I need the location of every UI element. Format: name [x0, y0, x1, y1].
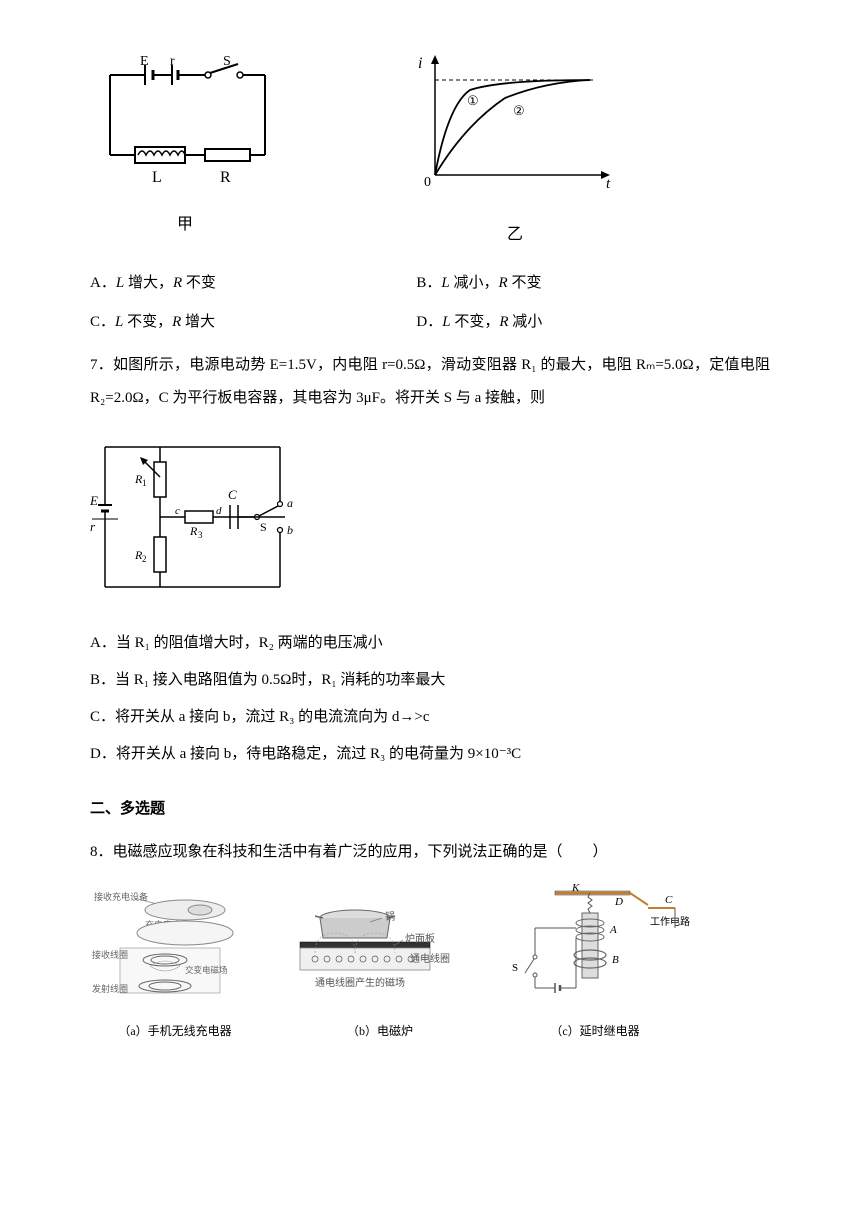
- svg-text:E: E: [90, 493, 98, 508]
- q8-caption-a: （a）手机无线充电器: [90, 1018, 260, 1044]
- circuit-lr-caption: 甲: [90, 207, 280, 242]
- svg-text:发射线圈: 发射线圈: [92, 983, 128, 994]
- svg-text:E: E: [140, 54, 149, 69]
- graph-it-figure: i t 0 ① ② 乙: [410, 50, 620, 252]
- svg-text:b: b: [287, 523, 293, 537]
- q7-option-d: D．将开关从 a 接向 b，待电路稳定，流过 R₃ 的电荷量为 9×10⁻³C: [90, 738, 770, 771]
- svg-text:d: d: [216, 505, 222, 517]
- q6-options-row1: A．L 增大，R 不变 B．L 减小，R 不变: [90, 267, 770, 300]
- svg-text:A: A: [609, 924, 617, 936]
- q8-item-a: 接收充电设备 充电底座 接收线圈 交变电磁场 发射线圈 （a）手机无线充电器: [90, 888, 260, 1044]
- svg-text:0: 0: [424, 175, 431, 190]
- svg-text:交变电磁场: 交变电磁场: [185, 965, 228, 975]
- svg-text:锅: 锅: [385, 911, 395, 923]
- graph-it-caption: 乙: [410, 217, 620, 252]
- svg-text:C: C: [228, 487, 237, 502]
- graph-it-svg: i t 0 ① ②: [410, 50, 620, 200]
- q7-option-b: B．当 R₁ 接入电路阻值为 0.5Ω时，R₁ 消耗的功率最大: [90, 664, 770, 697]
- svg-text:K: K: [571, 883, 580, 894]
- svg-text:B: B: [612, 954, 619, 966]
- svg-text:3: 3: [198, 530, 203, 540]
- svg-text:r: r: [90, 519, 96, 534]
- q8-caption-c: （c）延时继电器: [500, 1018, 690, 1044]
- svg-text:工作电路: 工作电路: [650, 915, 690, 928]
- svg-text:S: S: [223, 54, 231, 69]
- svg-text:②: ②: [513, 103, 525, 118]
- q7-circuit-svg: R1 c R3 d C a b S R2: [90, 427, 300, 602]
- q8-text: 8．电磁感应现象在科技和生活中有着广泛的应用，下列说法正确的是（ ）: [90, 836, 770, 869]
- svg-text:S: S: [260, 520, 267, 534]
- q8-item-c: K D C 工作电路 A B: [500, 883, 690, 1044]
- svg-text:1: 1: [142, 478, 147, 488]
- section-2-header: 二、多选题: [90, 793, 770, 826]
- svg-text:接收充电设备: 接收充电设备: [94, 891, 148, 902]
- svg-text:C: C: [665, 894, 673, 906]
- q8-caption-b: （b）电磁炉: [285, 1018, 475, 1044]
- q8-item-b: 锅 炉面板 通电线圈 通电线圈产生的磁场 （b）电磁炉: [285, 898, 475, 1044]
- svg-text:S: S: [512, 962, 518, 974]
- q7-text: 7．如图所示，电源电动势 E=1.5V，内电阻 r=0.5Ω，滑动变阻器 R₁ …: [90, 349, 770, 415]
- svg-text:t: t: [606, 176, 611, 192]
- circuit-lr-svg: E r S L R: [90, 50, 280, 190]
- svg-text:L: L: [152, 169, 162, 186]
- svg-text:通电线圈: 通电线圈: [410, 952, 450, 965]
- svg-text:a: a: [287, 496, 293, 510]
- svg-text:c: c: [175, 505, 180, 517]
- q7-circuit: R1 c R3 d C a b S R2: [90, 427, 770, 615]
- top-figures-row: E r S L R 甲 i t 0 ① ② 乙: [90, 50, 770, 252]
- svg-text:①: ①: [467, 93, 479, 108]
- q8-images-row: 接收充电设备 充电底座 接收线圈 交变电磁场 发射线圈 （a）手机无线充电器: [90, 883, 770, 1044]
- svg-text:2: 2: [142, 554, 147, 564]
- q7-option-a: A．当 R₁ 的阻值增大时，R₂ 两端的电压减小: [90, 627, 770, 660]
- q6-options-row2: C．L 不变，R 增大 D．L 不变，R 减小: [90, 306, 770, 339]
- svg-text:R: R: [220, 169, 231, 186]
- svg-text:通电线圈产生的磁场: 通电线圈产生的磁场: [315, 976, 405, 989]
- q7-option-c: C．将开关从 a 接向 b，流过 R₃ 的电流流向为 d→>c: [90, 701, 770, 734]
- q6-option-c: C．L 不变，R 增大: [90, 306, 416, 339]
- q6-option-d: D．L 不变，R 减小: [416, 306, 742, 339]
- svg-text:炉面板: 炉面板: [405, 932, 435, 945]
- svg-text:D: D: [614, 896, 623, 908]
- svg-text:r: r: [170, 54, 175, 69]
- circuit-lr-figure: E r S L R 甲: [90, 50, 280, 242]
- svg-text:接收线圈: 接收线圈: [92, 949, 128, 960]
- svg-text:R: R: [189, 524, 198, 538]
- q6-option-b: B．L 减小，R 不变: [416, 267, 742, 300]
- q6-option-a: A．L 增大，R 不变: [90, 267, 416, 300]
- svg-text:i: i: [418, 55, 422, 72]
